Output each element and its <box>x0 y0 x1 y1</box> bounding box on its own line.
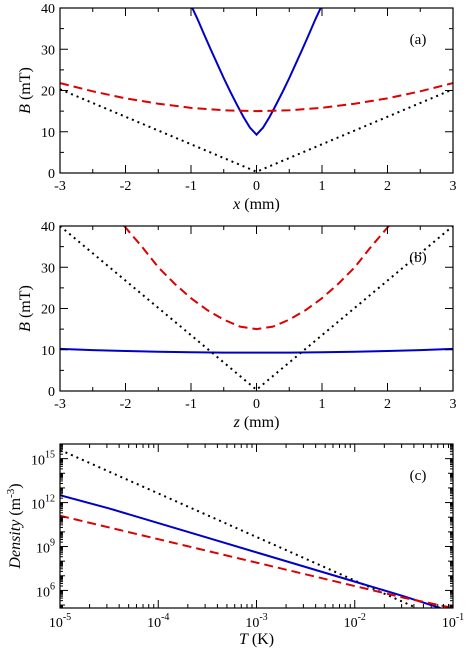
y-axis-label: B (mT) <box>17 67 34 114</box>
series-line-dashed <box>123 226 390 331</box>
y-tick-label: 10 <box>41 126 55 141</box>
x-tick-label: -1 <box>185 397 197 412</box>
series-line-solid <box>191 8 322 137</box>
panel-label: (a) <box>410 32 427 48</box>
x-axis-label: z (mm) <box>233 414 280 431</box>
plot-area <box>60 226 453 391</box>
y-tick-label: 0 <box>48 167 55 182</box>
x-tick-label: -2 <box>120 179 132 194</box>
x-tick-label: 0 <box>253 397 260 412</box>
y-tick-label: 20 <box>41 303 55 318</box>
y-tick-label: 10 <box>41 344 55 359</box>
x-tick-label: -3 <box>54 397 66 412</box>
series-line-dotted <box>60 88 453 173</box>
y-tick-label: 30 <box>41 261 55 276</box>
x-tick-label: 10-4 <box>147 612 169 631</box>
y-tick-label: 40 <box>41 220 55 235</box>
panel-label: (b) <box>409 250 427 266</box>
panel-c: 10-5 10-4 10-3 10-2 10-1 106 109 1012 1015 T (K) D… <box>5 443 464 648</box>
x-tick-label: 10-2 <box>344 612 366 631</box>
x-axis-label: x (mm) <box>232 196 280 213</box>
y-tick-label: 20 <box>41 85 55 100</box>
y-tick-label: 0 <box>48 385 55 400</box>
plot-frame <box>59 7 454 174</box>
y-axis-label: B (mT) <box>17 285 34 332</box>
x-tick-label: 2 <box>384 179 391 194</box>
x-tick-label: 10-1 <box>442 612 464 631</box>
y-tick-label: 30 <box>41 43 55 58</box>
series-line-dotted <box>60 226 453 391</box>
series-line-dashed <box>60 82 453 113</box>
y-tick-label: 106 <box>36 581 55 600</box>
x-tick-label: 0 <box>253 179 260 194</box>
panel-label: (c) <box>410 468 427 484</box>
plot-frame <box>59 443 454 609</box>
plot-area <box>60 8 453 173</box>
x-tick-label: 1 <box>319 179 326 194</box>
x-tick-label: 1 <box>319 397 326 412</box>
series-line-solid <box>60 347 453 354</box>
x-tick-label: -1 <box>185 179 197 194</box>
y-tick-label: 1015 <box>31 450 55 469</box>
x-tick-label: -2 <box>120 397 132 412</box>
y-tick-label: 1012 <box>31 494 55 513</box>
x-tick-label: 10-5 <box>49 612 71 631</box>
y-axis-label: Density (m-3) <box>5 483 24 569</box>
x-tick-label: 10-3 <box>245 612 267 631</box>
x-tick-label: 3 <box>450 179 457 194</box>
y-tick-label: 40 <box>41 2 55 17</box>
series-line-dashed <box>60 514 453 608</box>
plot-area <box>60 448 453 608</box>
plot-frame <box>59 225 454 392</box>
y-tick-label: 109 <box>36 538 55 557</box>
x-tick-label: 3 <box>450 397 457 412</box>
series-line-solid <box>60 494 441 608</box>
x-tick-label: -3 <box>54 179 66 194</box>
x-tick-label: 2 <box>384 397 391 412</box>
x-axis-label: T (K) <box>239 631 274 648</box>
